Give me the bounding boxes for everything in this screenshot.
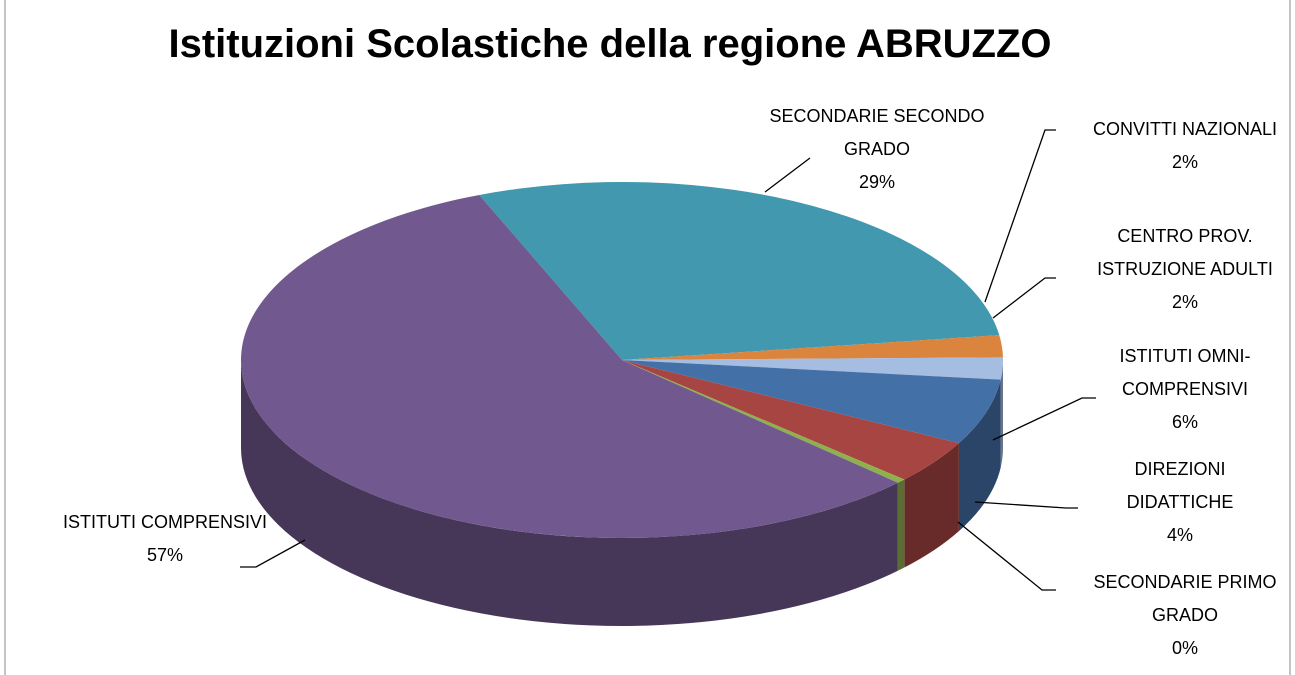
category-label: SECONDARIE SECONDO GRADO xyxy=(769,106,985,159)
slice-side xyxy=(897,479,905,571)
data-label: ISTITUTI COMPRENSIVI 57% xyxy=(60,506,270,572)
value-label: 2% xyxy=(1171,292,1198,312)
data-label: CONVITTI NAZIONALI 2% xyxy=(1085,113,1285,179)
value-label: 57% xyxy=(146,545,184,565)
category-label: DIREZIONI DIDATTICHE xyxy=(1126,459,1234,512)
leader-line xyxy=(992,277,1056,319)
slice xyxy=(479,182,1000,360)
slice-side xyxy=(1000,360,1003,468)
category-label: CONVITTI NAZIONALI xyxy=(1092,119,1278,139)
category-label: ISTITUTI OMNI-COMPRENSIVI xyxy=(1119,346,1251,399)
data-label: DIREZIONI DIDATTICHE 4% xyxy=(1080,453,1280,552)
slice xyxy=(622,360,1001,444)
category-label: CENTRO PROV. ISTRUZIONE ADULTI xyxy=(1097,226,1273,279)
chart-title: Istituzioni Scolastiche della regione AB… xyxy=(168,22,1052,66)
leader-line xyxy=(240,539,306,568)
slice xyxy=(622,360,959,480)
value-label: 4% xyxy=(1166,525,1193,545)
data-label: ISTITUTI OMNI-COMPRENSIVI 6% xyxy=(1085,340,1285,439)
value-label: 0% xyxy=(1171,638,1198,658)
slice xyxy=(622,357,1004,380)
leader-line xyxy=(974,501,1078,509)
data-label: SECONDARIE PRIMO GRADO 0% xyxy=(1085,566,1285,665)
value-label: 2% xyxy=(1171,152,1198,172)
leader-line xyxy=(957,521,1056,591)
leader-line xyxy=(764,157,811,193)
data-label: CENTRO PROV. ISTRUZIONE ADULTI 2% xyxy=(1085,220,1285,319)
slice-side xyxy=(241,360,898,626)
slice xyxy=(622,335,1003,360)
leader-lines xyxy=(240,129,1096,591)
slice-side xyxy=(904,443,959,568)
value-label: 29% xyxy=(858,172,896,192)
category-label: ISTITUTI COMPRENSIVI xyxy=(62,512,267,532)
leader-line xyxy=(984,129,1056,303)
slice xyxy=(622,360,905,483)
data-label: SECONDARIE SECONDO GRADO 29% xyxy=(767,100,987,199)
slice xyxy=(240,194,898,538)
category-label: SECONDARIE PRIMO GRADO xyxy=(1093,572,1277,625)
value-label: 6% xyxy=(1171,412,1198,432)
leader-line xyxy=(992,397,1096,441)
slice-side xyxy=(958,379,1001,532)
